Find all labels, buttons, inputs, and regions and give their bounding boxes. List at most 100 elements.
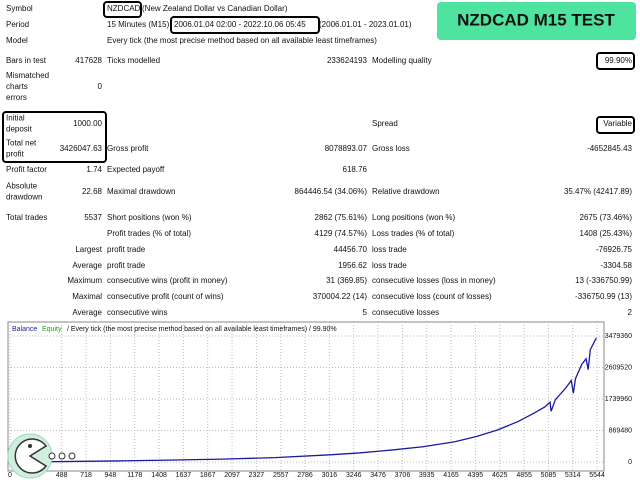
cell-value: 3426047.63 <box>60 144 103 153</box>
x-tick-label: 5085 <box>541 472 557 479</box>
x-tick-label: 3016 <box>322 472 338 479</box>
y-tick-label: 0 <box>628 459 632 466</box>
cell-value: -3304.58 <box>600 261 632 270</box>
cell-label: Model <box>6 36 28 45</box>
x-tick-label: 1637 <box>176 472 192 479</box>
cell-value: 370004.22 (14) <box>313 292 368 301</box>
x-tick-label: 4625 <box>492 472 508 479</box>
cell-value: Modelling quality <box>372 56 432 65</box>
cell-value: 864446.54 (34.06%) <box>295 187 368 196</box>
cell-value: 13 (-336750.99) <box>575 276 632 285</box>
y-tick-label: 1739960 <box>605 396 632 403</box>
highlight <box>2 111 107 163</box>
cell-value: 5537 <box>84 213 102 222</box>
cell-value: -76926.75 <box>596 245 633 254</box>
cell-label: charts <box>6 82 28 91</box>
y-tick-label: 2609520 <box>605 364 632 371</box>
cell-value: 4129 (74.57%) <box>315 229 368 238</box>
cell-label: Mismatched <box>6 71 49 80</box>
cell-value: profit trade <box>107 261 146 270</box>
y-tick-label: 3479360 <box>605 333 632 340</box>
x-tick-label: 4855 <box>516 472 532 479</box>
cell-label: Total net <box>6 139 37 148</box>
cell-value: consecutive losses (loss in money) <box>372 276 496 285</box>
cell-label: Profit factor <box>6 165 47 174</box>
cell-value: loss trade <box>372 245 407 254</box>
cell-value: 44456.70 <box>334 245 368 254</box>
x-tick-label: 2557 <box>273 472 289 479</box>
cell-value: 1956.62 <box>338 261 367 270</box>
cell-value: NZDCAD <box>107 4 141 13</box>
cell-value: 1000.00 <box>73 119 102 128</box>
x-tick-label: 948 <box>105 472 117 479</box>
x-tick-label: 5314 <box>565 472 581 479</box>
highlight <box>103 1 142 18</box>
cell-value: 618.76 <box>343 165 368 174</box>
cell-label: errors <box>6 93 27 102</box>
cell-value: Variable <box>603 119 632 128</box>
cell-value: Ticks modelled <box>107 56 160 65</box>
chart-frame <box>7 321 605 472</box>
cell-value: Relative drawdown <box>372 187 440 196</box>
cell-label: Maximal <box>72 292 102 301</box>
cell-value: 417628 <box>75 56 102 65</box>
cell-label: profit <box>6 150 25 159</box>
cell-value: Gross profit <box>107 144 149 153</box>
cell-value: 0 <box>98 82 103 91</box>
x-tick-label: 3706 <box>395 472 411 479</box>
x-tick-label: 718 <box>80 472 92 479</box>
logo <box>7 433 76 479</box>
legend-entry: Equity <box>42 326 62 333</box>
x-tick-label: 1178 <box>127 472 142 479</box>
cell-value: 35.47% (42417.89) <box>564 187 632 196</box>
cell-value: Every tick (the most precise method base… <box>107 36 377 45</box>
cell-value: 15 Minutes (M15) <box>107 20 170 29</box>
cell-label: Largest <box>75 245 102 254</box>
cell-label: Symbol <box>6 4 33 13</box>
cell-label: Maximum <box>67 276 102 285</box>
cell-value: Loss trades (% of total) <box>372 229 455 238</box>
cell-value: 2862 (75.61%) <box>315 213 368 222</box>
cell-value: (New Zealand Dollar vs Canadian Dollar) <box>142 4 288 13</box>
highlight <box>596 52 635 70</box>
cell-label: drawdown <box>6 193 42 202</box>
cell-value: 2 <box>628 308 633 317</box>
cell-label: Absolute <box>6 182 38 191</box>
cell-value: 1.74 <box>86 165 102 174</box>
cell-value: 22.68 <box>82 187 103 196</box>
x-tick-label: 2786 <box>297 472 313 479</box>
cell-value: loss trade <box>372 261 407 270</box>
y-tick-label: 869480 <box>609 427 632 434</box>
cell-label: Period <box>6 20 29 29</box>
cell-value: Maximal drawdown <box>107 187 175 196</box>
x-tick-label: 1867 <box>200 472 216 479</box>
chart-subtitle: / Every tick (the most precise method ba… <box>67 326 337 333</box>
x-tick-label: 2327 <box>249 472 265 479</box>
cell-value: Short positions (won %) <box>107 213 192 222</box>
x-tick-label: 3935 <box>419 472 435 479</box>
title-badge <box>437 2 636 40</box>
highlight <box>170 16 320 34</box>
cell-label: Profit trades (% of total) <box>107 229 191 238</box>
cell-value: (2006.01.01 - 2023.01.01) <box>319 20 412 29</box>
x-tick-label: 4395 <box>468 472 484 479</box>
cell-value: 8078893.07 <box>325 144 368 153</box>
cell-value: 2006.01.04 02:00 - 2022.10.06 05:45 <box>174 20 306 29</box>
x-tick-label: 0 <box>8 472 12 479</box>
cell-value: 31 (369.85) <box>326 276 367 285</box>
cell-value: consecutive loss (count of losses) <box>372 292 492 301</box>
cell-value: 2675 (73.46%) <box>580 213 633 222</box>
cell-value: consecutive wins (profit in money) <box>107 276 228 285</box>
cell-label: Initial <box>6 114 25 123</box>
x-tick-label: 3246 <box>346 472 362 479</box>
cell-value: Gross loss <box>372 144 410 153</box>
x-tick-label: 3476 <box>370 472 386 479</box>
cell-value: consecutive losses <box>372 308 439 317</box>
cell-label: Average <box>72 308 102 317</box>
x-tick-label: 4165 <box>443 472 459 479</box>
badge-title: NZDCAD M15 TEST <box>457 10 615 29</box>
cell-value: Expected payoff <box>107 165 165 174</box>
cell-value: 99.90% <box>605 56 632 65</box>
